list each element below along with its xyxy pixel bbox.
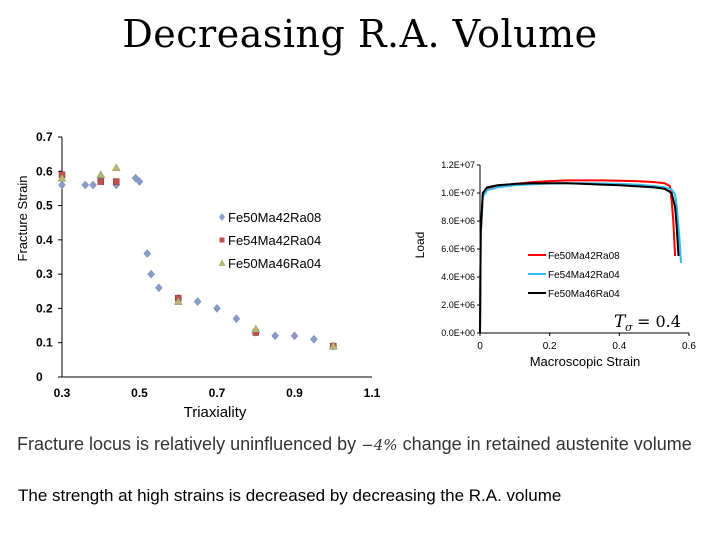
load-strain-curves [479, 179, 682, 334]
fracture-locus-y-tick-label: 0 [36, 370, 43, 384]
load-y-tick-label: 4.0E+06 [441, 272, 475, 282]
load-y-tick-label: 0.0E+00 [441, 328, 475, 338]
fracture-locus-y-tick-label: 0.1 [36, 336, 53, 350]
annotation-symbol: T [614, 312, 627, 332]
fracture-locus-y-tick-label: 0.5 [36, 199, 53, 213]
point-fe50ma42ra08 [213, 304, 221, 313]
point-fe50ma42ra08 [81, 180, 90, 190]
fracture-locus-legend: Fe50Ma42Ra08 Fe54Ma42Ra04 Fe50Ma46Ra04 [218, 210, 321, 271]
annotation-subscript: σ [625, 321, 633, 334]
fracture-locus-chart: 0 0.1 0.2 0.3 0.4 0.5 0.6 0.7 0.3 0.5 0.7 0.9 1.1 Fe… [15, 130, 381, 421]
fracture-locus-x-axis-label: Triaxiality [184, 404, 247, 421]
legend-marker-fe50ma46ra04 [218, 259, 226, 266]
fracture-locus-x-tick-label: 1.1 [364, 386, 381, 400]
load-x-tick-label: 0 [477, 341, 483, 352]
point-fe50ma46ra04 [251, 324, 261, 333]
fracture-locus-x-tick-label: 0.9 [286, 386, 303, 400]
fracture-locus-y-tick-label: 0.4 [36, 233, 53, 247]
point-fe50ma42ra08 [143, 249, 152, 258]
caption-math: −4% [361, 436, 398, 454]
point-fe50ma46ra04 [57, 173, 67, 182]
load-y-tick-label: 1.0E+07 [441, 188, 475, 198]
point-fe50ma42ra08 [310, 334, 318, 344]
legend-marker-fe50ma42ra08 [219, 213, 225, 221]
load-x-tick-label: 0.4 [612, 341, 626, 352]
caption-before: Fracture locus is relatively uninfluence… [17, 434, 357, 454]
load-y-tick-label: 6.0E+06 [441, 244, 475, 254]
fracture-locus-y-tick-label: 0.6 [36, 164, 53, 178]
point-fe50ma42ra08 [193, 297, 202, 306]
point-fe50ma42ra08 [290, 331, 299, 341]
load-strain-chart: 0.0E+00 2.0E+06 4.0E+06 6.0E+06 8.0E+06 1.0E+… [413, 160, 696, 369]
point-fe50ma46ra04 [96, 170, 106, 178]
load-y-tick-label: 1.2E+07 [441, 160, 475, 170]
strength-note: The strength at high strains is decrease… [18, 486, 562, 505]
load-strain-y-axis-label: Load [413, 232, 427, 259]
legend-label-fe54ma42ra04: Fe54Ma42Ra04 [228, 233, 321, 248]
point-fe50ma42ra08 [58, 180, 66, 190]
point-fe50ma42ra08 [147, 269, 155, 279]
curve-fe50ma46ra04 [479, 182, 680, 334]
legend-label-fe50ma42ra08: Fe50Ma42Ra08 [228, 210, 321, 225]
point-fe54ma42ra04 [113, 178, 120, 185]
fracture-locus-y-tick-label: 0.7 [36, 130, 53, 144]
legend-label-fe54ma42ra04: Fe54Ma42Ra04 [548, 270, 620, 281]
point-fe50ma46ra04 [173, 297, 183, 305]
load-x-tick-label: 0.2 [543, 341, 557, 352]
point-fe50ma42ra08 [271, 331, 279, 341]
legend-marker-fe54ma42ra04 [219, 237, 225, 243]
legend-label-fe50ma46ra04: Fe50Ma46Ra04 [228, 256, 321, 271]
fracture-locus-points [57, 163, 338, 351]
legend-label-fe50ma46ra04: Fe50Ma46Ra04 [548, 289, 620, 300]
point-fe50ma46ra04 [111, 163, 121, 172]
load-strain-legend: Fe50Ma42Ra08 Fe54Ma42Ra04 Fe50Ma46Ra04 [528, 251, 620, 300]
point-fe50ma42ra08 [155, 283, 163, 293]
fracture-locus-tick-labels: 0 0.1 0.2 0.3 0.4 0.5 0.6 0.7 0.3 0.5 0.7 0.9 1.1 [36, 130, 381, 400]
fracture-locus-x-tick-label: 0.3 [54, 386, 71, 400]
load-x-tick-label: 0.6 [682, 341, 696, 352]
load-strain-tick-labels: 0.0E+00 2.0E+06 4.0E+06 6.0E+06 8.0E+06 1.0E+… [441, 160, 696, 352]
load-y-tick-label: 2.0E+06 [441, 300, 475, 310]
caption-after: change in retained austenite volume [402, 434, 692, 454]
fracture-locus-y-tick-label: 0.3 [36, 267, 53, 281]
fracture-locus-x-tick-label: 0.7 [209, 386, 226, 400]
fracture-locus-y-tick-label: 0.2 [36, 301, 53, 315]
point-fe50ma42ra08 [135, 177, 144, 186]
legend-label-fe50ma42ra08: Fe50Ma42Ra08 [548, 251, 620, 262]
fracture-locus-x-tick-label: 0.5 [131, 386, 148, 400]
point-fe50ma46ra04 [328, 341, 338, 350]
point-fe50ma42ra08 [89, 180, 97, 190]
point-fe54ma42ra04 [97, 178, 104, 185]
slide-title: Decreasing R.A. Volume [122, 12, 598, 56]
annotation-value: = 0.4 [637, 312, 681, 331]
fracture-locus-axes [58, 136, 372, 378]
point-fe50ma42ra08 [232, 314, 241, 324]
caption-text: Fracture locus is relatively uninfluence… [17, 434, 697, 456]
fracture-locus-y-axis-label: Fracture Strain [15, 176, 30, 262]
load-y-tick-label: 8.0E+06 [441, 216, 475, 226]
load-strain-x-axis-label: Macroscopic Strain [530, 354, 641, 369]
